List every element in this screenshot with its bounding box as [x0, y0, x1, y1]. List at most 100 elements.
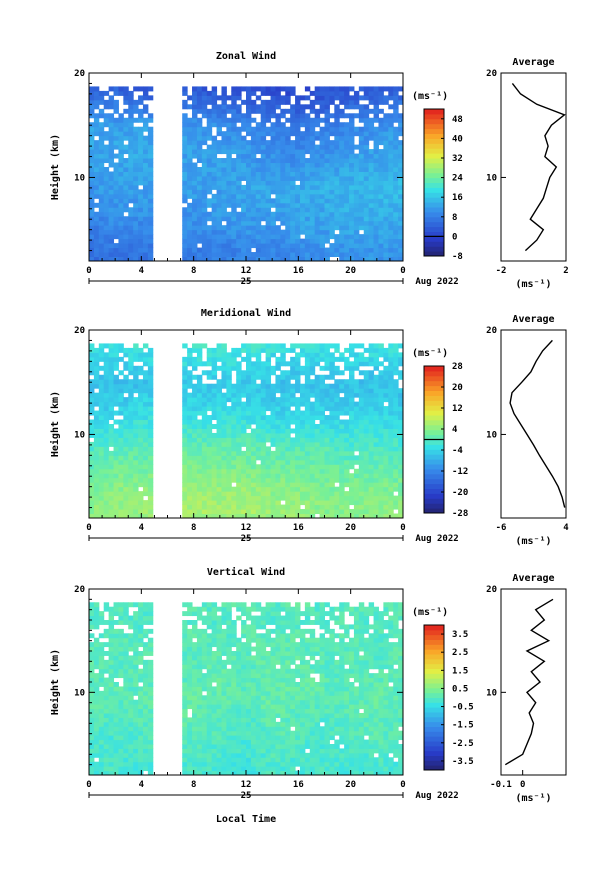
heatmap-cell [182, 637, 188, 643]
heatmap-cell [285, 419, 291, 425]
heatmap-cell [250, 225, 257, 231]
heatmap-cell [187, 468, 193, 474]
heatmap-cell [260, 140, 267, 146]
heatmap-cell [226, 419, 232, 425]
heatmap-cell [329, 343, 335, 349]
heatmap-cell [89, 651, 95, 656]
colorbar-segment [424, 128, 444, 134]
heatmap-cell [123, 365, 129, 371]
heatmap-cell [260, 90, 267, 96]
heatmap-cell [206, 450, 213, 456]
heatmap-cell [118, 664, 124, 670]
heatmap-cell [358, 459, 365, 465]
heatmap-cell [255, 370, 262, 376]
heatmap-cell [201, 464, 208, 470]
heatmap-cell [103, 122, 110, 128]
heatmap-cell [314, 397, 321, 403]
heatmap-cell [255, 256, 262, 262]
heatmap-cell [231, 108, 237, 114]
heatmap-cell [113, 202, 119, 208]
colorbar-segment [424, 400, 444, 406]
heatmap-cell [280, 95, 286, 101]
heatmap-cell [113, 730, 119, 736]
heatmap-cell [295, 361, 301, 367]
colorbar-segment [424, 483, 444, 489]
heatmap-cell [329, 356, 335, 362]
heatmap-cell [201, 171, 208, 177]
heatmap-cell [388, 428, 394, 434]
heatmap-cell [324, 374, 330, 380]
heatmap-cell [319, 379, 325, 385]
heatmap-cell [182, 144, 188, 150]
heatmap-cell [250, 428, 257, 434]
heatmap-cell [344, 509, 350, 515]
heatmap-cell [128, 682, 134, 687]
heatmap-cell [196, 99, 203, 105]
heatmap-cell [123, 509, 129, 515]
heatmap-cell [349, 473, 355, 479]
heatmap-cell [93, 401, 100, 407]
heatmap-cell [319, 238, 325, 244]
heatmap-cell [187, 766, 193, 772]
heatmap-cell [226, 247, 232, 253]
heatmap-cell [309, 122, 316, 128]
heatmap-cell [123, 668, 129, 674]
heatmap-cell [363, 428, 370, 434]
heatmap-cell [255, 162, 262, 168]
heatmap-cell [295, 238, 301, 244]
heatmap-cell [295, 171, 301, 177]
heatmap-cell [142, 620, 149, 625]
heatmap-cell [113, 175, 119, 181]
heatmap-cell [113, 606, 119, 612]
heatmap-cell [123, 455, 129, 461]
heatmap-cell [378, 401, 384, 407]
heatmap-cell [118, 180, 124, 186]
heatmap-cell [206, 482, 213, 488]
heatmap-cell [98, 690, 105, 696]
heatmap-cell [133, 468, 139, 474]
heatmap-cell [353, 424, 360, 429]
heatmap-cell [339, 238, 345, 244]
heatmap-cell [295, 149, 301, 155]
heatmap-cell [216, 473, 222, 479]
heatmap-cell [108, 633, 115, 639]
heatmap-cell [314, 113, 321, 119]
heatmap-cell [246, 388, 252, 394]
heatmap-cell [108, 651, 115, 656]
heatmap-cell [363, 500, 370, 506]
heatmap-cell [108, 184, 115, 190]
heatmap-cell [383, 410, 389, 416]
heatmap-cell [192, 256, 198, 262]
heatmap-cell [295, 207, 301, 213]
heatmap-cell [339, 193, 345, 199]
heatmap-cell [344, 432, 350, 438]
heatmap-cell [236, 153, 242, 159]
heatmap-cell [128, 432, 134, 438]
heatmap-cell [398, 397, 404, 403]
heatmap-cell [108, 637, 115, 643]
heatmap-cell [368, 446, 375, 452]
heatmap-cell [192, 90, 198, 96]
heatmap-cell [123, 108, 129, 114]
heatmap-cell [265, 198, 272, 204]
heatmap-cell [98, 198, 105, 204]
heatmap-cell [196, 477, 203, 483]
heatmap-cell [255, 419, 262, 425]
heatmap-cell [118, 343, 124, 349]
heatmap-cell [250, 513, 257, 519]
heatmap-cell [280, 108, 286, 114]
heatmap-cell [211, 198, 218, 204]
heatmap-cell [295, 513, 301, 519]
heatmap-cell [329, 468, 335, 474]
heatmap-cell [275, 158, 281, 164]
heatmap-cell [246, 229, 252, 235]
heatmap-cell [295, 374, 301, 380]
heatmap-cell [147, 207, 154, 213]
heatmap-cell [285, 379, 291, 385]
y-tick-label: 20 [74, 69, 85, 79]
heatmap-cell [138, 611, 144, 617]
heatmap-cell [89, 432, 95, 438]
heatmap-cell [187, 370, 193, 376]
heatmap-cell [299, 243, 306, 249]
heatmap-cell [358, 343, 365, 349]
